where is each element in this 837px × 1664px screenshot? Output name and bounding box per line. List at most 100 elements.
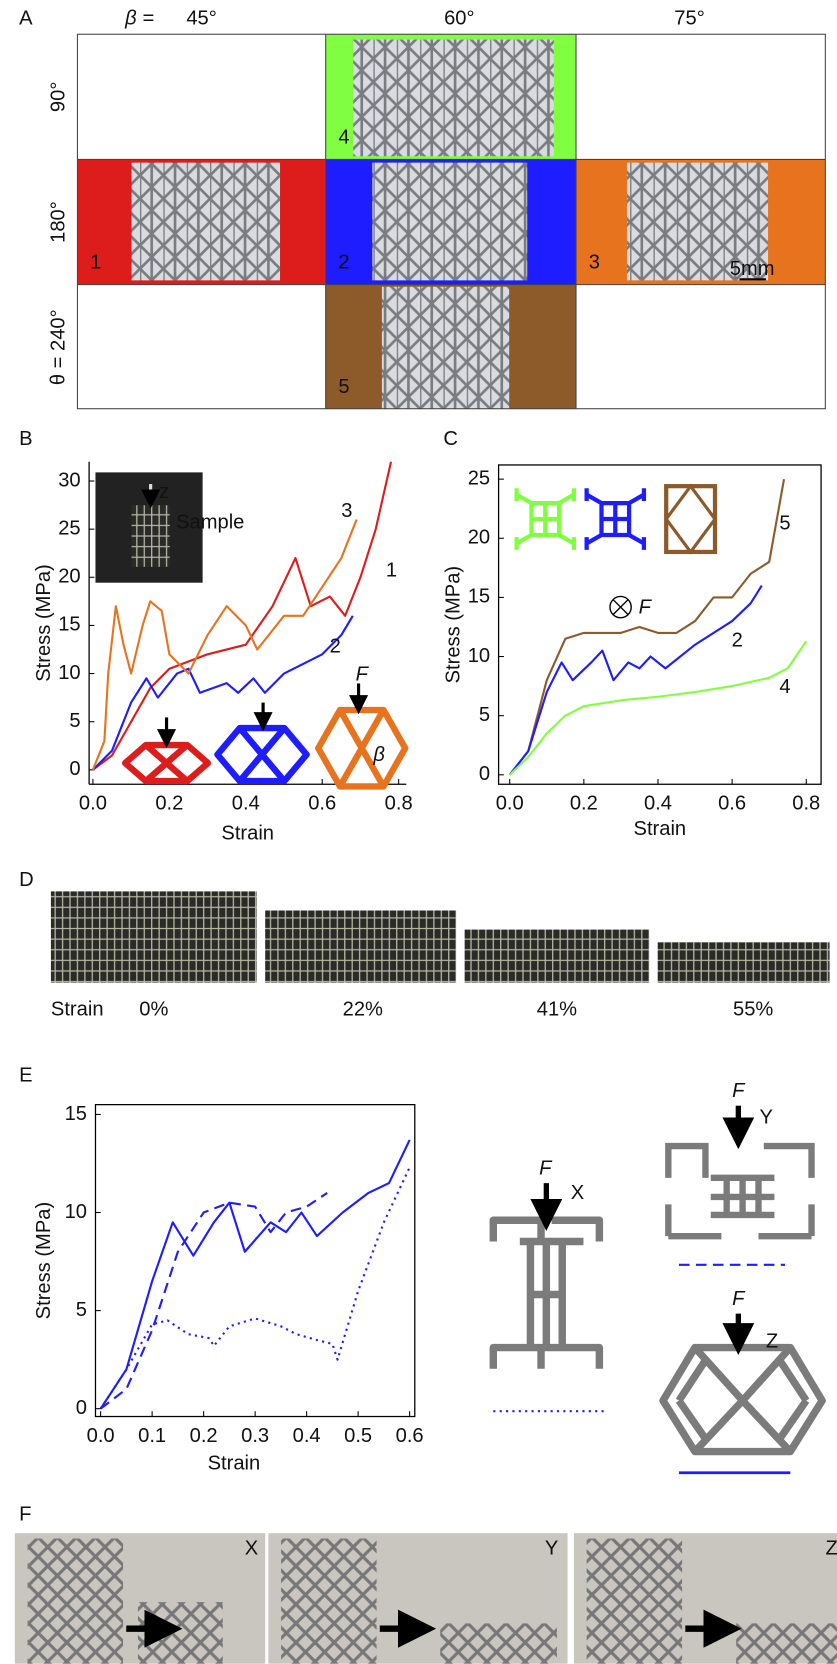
x-axis-label: Strain [634, 818, 687, 840]
panel-label: A [19, 8, 33, 30]
x-tick-label: 0.8 [792, 793, 820, 815]
y-tick-label: 25 [58, 517, 80, 539]
unit-cell-5-inner [664, 483, 717, 555]
sample-after [736, 1623, 837, 1664]
sample-number: 4 [338, 127, 349, 149]
x-tick-label: 0.4 [232, 793, 260, 815]
x-tick-label: 0.0 [87, 1425, 115, 1447]
beta-label: β = [124, 8, 154, 30]
data-line [508, 478, 786, 776]
sample-number: 1 [90, 252, 101, 274]
unit-cell-3 [315, 706, 409, 790]
x-tick-label: 0.4 [644, 793, 672, 815]
view-label: Z [826, 1537, 837, 1559]
lattice-y [665, 1142, 815, 1240]
inset-sample [131, 505, 170, 567]
force-label: F [732, 1288, 746, 1310]
sample-photo [626, 162, 769, 281]
data-line [508, 585, 763, 776]
strain-label: Strain [51, 999, 104, 1021]
data-line [99, 1192, 328, 1410]
view-label: Y [760, 1107, 773, 1129]
unit-cell-5 [664, 484, 718, 555]
y-tick-label: 15 [58, 614, 80, 636]
y-tick-label: 20 [58, 566, 80, 588]
view-label: X [571, 1182, 585, 1204]
y-axis-label: Stress (MPa) [442, 566, 464, 684]
y-axis-label: Stress (MPa) [33, 564, 55, 682]
series-label: 2 [732, 629, 743, 651]
y-tick-label: 5 [69, 710, 80, 732]
sample-number: 5 [338, 376, 349, 398]
x-tick-label: 0.2 [190, 1425, 218, 1447]
sample-before [27, 1538, 124, 1664]
x-tick-label: 0.0 [496, 793, 524, 815]
column-label: 45° [186, 8, 216, 30]
sample-photo [381, 286, 510, 409]
cell-outline [514, 488, 577, 550]
x-tick-label: 0.8 [385, 793, 413, 815]
cell-outline [315, 706, 409, 790]
row-label: 90° [48, 82, 70, 112]
compression-frame [657, 942, 830, 983]
x-tick-label: 0.4 [293, 1425, 321, 1447]
data-line [99, 1166, 411, 1410]
sample-before [281, 1538, 377, 1664]
series-label: 3 [341, 500, 352, 522]
cell-outline [121, 741, 212, 785]
cell-outline [214, 724, 310, 785]
strain-value: 22% [343, 999, 383, 1021]
sample-photo [372, 162, 528, 281]
y-tick-label: 0 [479, 763, 490, 785]
y-tick-label: 15 [468, 586, 490, 608]
force-into-page [609, 595, 632, 619]
force-cross [612, 599, 629, 616]
panel-label: C [443, 428, 458, 450]
sample-after [137, 1602, 223, 1664]
row-label: θ = 240° [48, 309, 70, 385]
panel-label: D [19, 869, 34, 891]
data-line [99, 1139, 411, 1410]
scale-bar-label: 5mm [730, 258, 775, 280]
y-tick-label: 30 [58, 469, 80, 491]
x-tick-label: 0.0 [79, 793, 107, 815]
panel-label: F [19, 1504, 31, 1526]
beta-symbol: β [372, 744, 385, 766]
data-line [92, 461, 393, 771]
plot-frame [497, 464, 822, 785]
x-tick-label: 0.6 [718, 793, 746, 815]
series-label: 4 [779, 676, 790, 698]
content: A B C D E Fβ = 45° 60° 75° 90° 180° θ = 240° 4 1 2 3 5 5m… [14, 8, 837, 1664]
lattice-x [489, 1216, 604, 1369]
compression-frame [50, 891, 257, 983]
plot-frame [94, 1103, 416, 1418]
x-tick-label: 0.6 [396, 1425, 424, 1447]
series-label: 2 [330, 636, 341, 658]
x-axis-label: Strain [208, 1453, 261, 1475]
x-tick-label: 0.2 [155, 793, 183, 815]
series-label: 5 [779, 513, 790, 535]
sample-before [586, 1538, 683, 1664]
x-axis-label: Strain [221, 822, 274, 844]
y-axis-label: Stress (MPa) [33, 1202, 55, 1320]
x-tick-label: 0.6 [308, 793, 336, 815]
x-tick-label: 0.1 [138, 1425, 166, 1447]
column-label: 60° [444, 8, 474, 30]
data-line [508, 640, 808, 776]
inset-label: z [159, 481, 169, 503]
sample-after [440, 1623, 557, 1664]
sample-number: 2 [338, 252, 349, 274]
strain-value: 41% [537, 999, 577, 1021]
row-label: 180° [48, 201, 70, 243]
column-label: 75° [674, 8, 704, 30]
x-tick-label: 0.2 [570, 793, 598, 815]
unit-cell-2 [214, 724, 310, 785]
compression-frame [464, 929, 650, 983]
compression-frame [265, 910, 457, 983]
sample-number: 3 [589, 252, 600, 274]
y-tick-label: 0 [76, 1397, 87, 1419]
lattice-z [659, 1343, 826, 1456]
force-label: F [356, 663, 370, 685]
data-line [91, 519, 358, 771]
